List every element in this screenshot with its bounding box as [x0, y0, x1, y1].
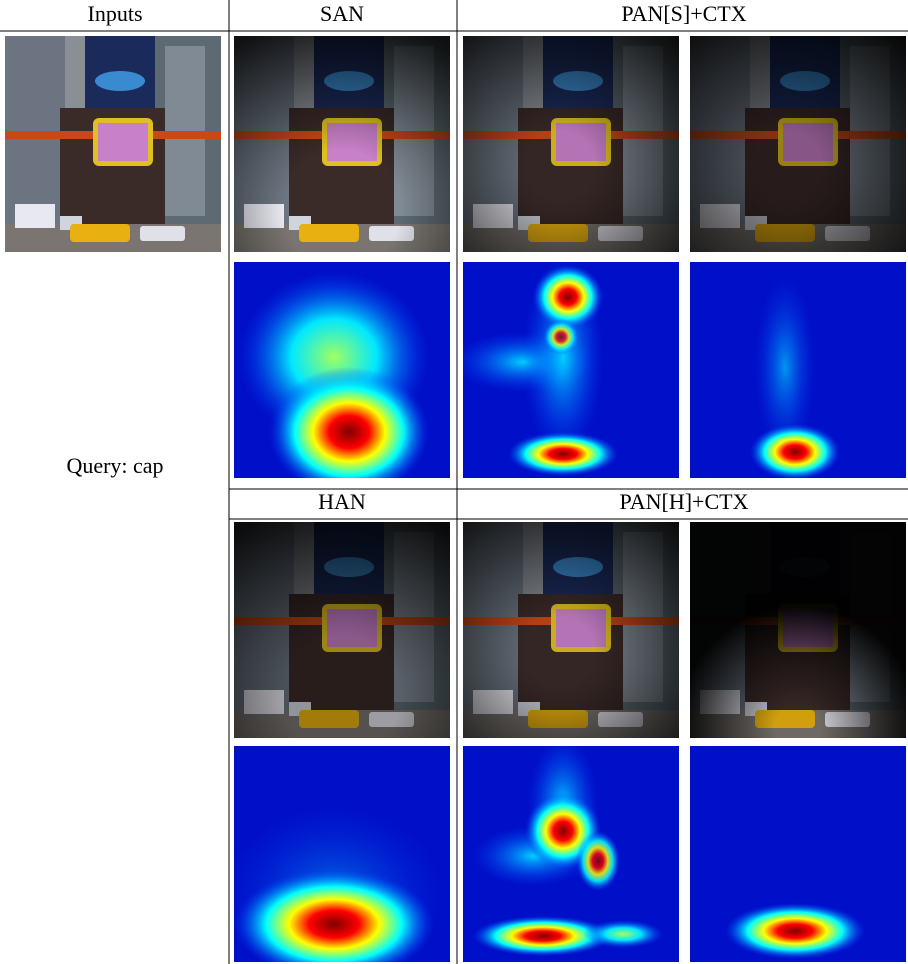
heatmap — [463, 746, 679, 962]
heatmap — [690, 746, 906, 962]
attention-image — [690, 36, 906, 252]
heatmap — [234, 262, 450, 478]
attention-image — [463, 36, 679, 252]
header-label: PAN[S]+CTX — [621, 1, 746, 26]
heatmap — [234, 746, 450, 962]
input-image — [5, 36, 221, 252]
heatmap — [690, 262, 906, 478]
header-label: HAN — [318, 489, 366, 514]
attention-image — [690, 522, 906, 738]
attention-image — [463, 522, 679, 738]
header-label: PAN[H]+CTX — [620, 489, 749, 514]
query-label: Query: cap — [66, 453, 163, 478]
heatmap — [463, 262, 679, 478]
attention-image — [234, 36, 450, 252]
attention-image — [234, 522, 450, 738]
header-label: SAN — [320, 1, 364, 26]
header-label: Inputs — [88, 1, 143, 26]
